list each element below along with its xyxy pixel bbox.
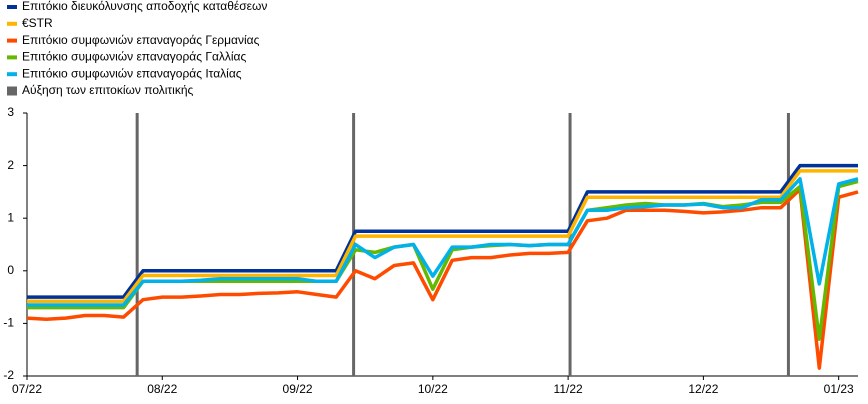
legend-swatch — [7, 72, 17, 77]
y-tick-label: -2 — [3, 368, 14, 382]
series-line — [27, 177, 859, 307]
legend-swatch — [7, 55, 17, 60]
legend-label: Επιτόκιο συμφωνιών επαναγοράς Γερμανίας — [22, 33, 260, 47]
legend-swatch — [7, 5, 17, 9]
x-tick-label: 12/22 — [688, 382, 718, 396]
legend-swatch — [7, 86, 17, 96]
legend-label: Επιτόκιο διευκόλυνσης αποδοχής καταθέσεω… — [22, 0, 267, 13]
y-tick-label: 3 — [7, 105, 14, 119]
y-tick-label: 0 — [7, 263, 14, 277]
legend-label: €STR — [22, 16, 53, 30]
legend-swatch — [7, 21, 17, 26]
series-line — [26, 187, 859, 370]
x-tick-label: 11/22 — [554, 382, 583, 396]
legend-swatch — [7, 38, 17, 43]
legend-label: Επιτόκιο συμφωνιών επαναγοράς Ιταλίας — [22, 66, 242, 80]
series-line — [27, 169, 858, 304]
x-tick-label: 09/22 — [283, 382, 313, 396]
x-tick-label: 08/22 — [147, 382, 177, 396]
x-tick-label: 10/22 — [418, 382, 448, 396]
legend-label: Αύξηση των επιτοκίων πολιτικής — [22, 83, 194, 97]
series-line — [27, 163, 858, 299]
y-tick-label: 1 — [7, 210, 14, 224]
y-tick-label: 2 — [7, 158, 14, 172]
x-tick-label: 01/23 — [824, 382, 854, 396]
y-tick-label: -1 — [3, 316, 14, 330]
x-tick-label: 07/22 — [12, 382, 42, 396]
legend-label: Επιτόκιο συμφωνιών επαναγοράς Γαλλίας — [22, 50, 246, 64]
